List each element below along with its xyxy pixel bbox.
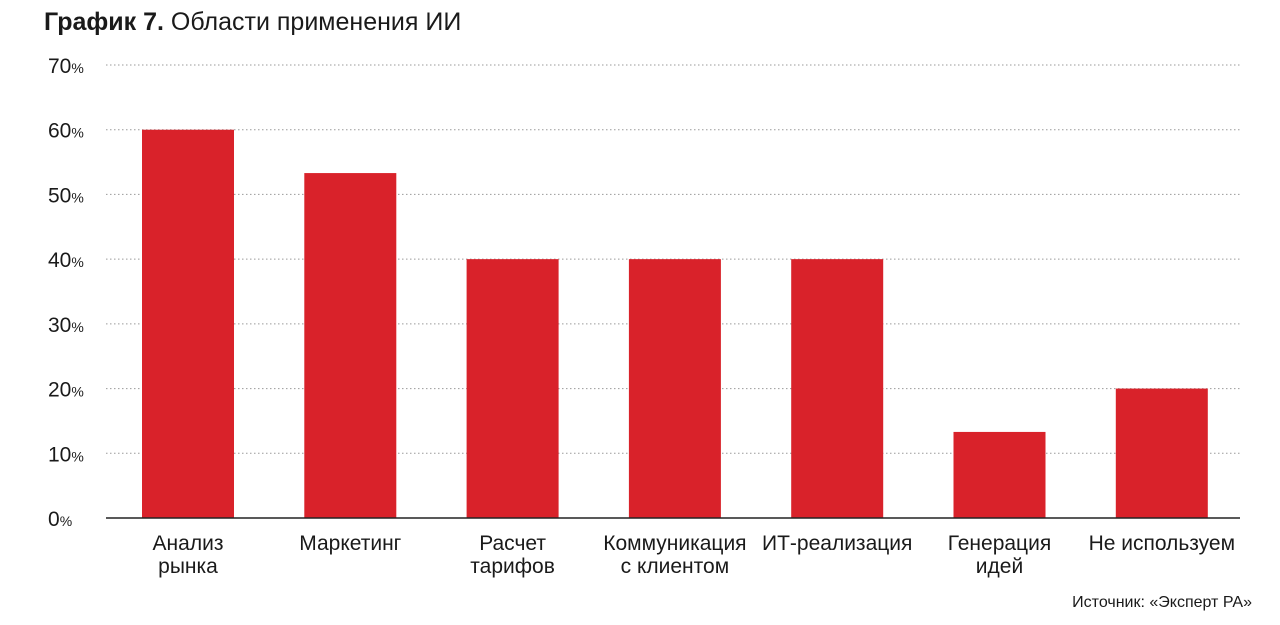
grid-lines (106, 64, 1240, 454)
source-note: Источник: «Эксперт РА» (1072, 594, 1252, 611)
x-tick-label: Коммуникация с клиентом (603, 532, 746, 578)
x-tick-label: Генерация идей (948, 532, 1051, 578)
chart-title-text: Области применения ИИ (163, 8, 462, 36)
y-axis-labels: 0% 10% 20% 30% 40% 50% 60% 70% (48, 55, 84, 531)
bars (142, 129, 1208, 518)
x-axis: Анализ рынка Маркетинг Расчет тарифов Коммуни… (106, 517, 1240, 578)
y-tick-label: 20% (48, 379, 84, 402)
x-tick-label: Анализ рынка (153, 532, 224, 578)
bar (953, 431, 1046, 518)
bar (304, 173, 397, 518)
bar (1115, 388, 1208, 518)
x-tick-label: Маркетинг (299, 532, 401, 555)
bar (628, 259, 721, 518)
y-tick-label: 50% (48, 184, 84, 207)
y-tick-label: 30% (48, 314, 84, 337)
y-tick-label: 0% (48, 508, 72, 531)
y-tick-label: 60% (48, 120, 84, 143)
bar (466, 259, 559, 518)
x-tick-label: ИТ-реализация (762, 532, 912, 555)
y-tick-label: 70% (48, 55, 84, 78)
x-tick-label: Не используем (1089, 532, 1235, 555)
chart-title-number: График 7. (44, 8, 164, 36)
x-tick-label: Расчет тарифов (470, 532, 555, 578)
y-tick-label: 10% (48, 443, 84, 466)
chart-title: График 7. Области применения ИИ (44, 6, 461, 38)
bar (142, 129, 234, 518)
bar (791, 259, 884, 518)
y-tick-label: 40% (48, 249, 84, 272)
